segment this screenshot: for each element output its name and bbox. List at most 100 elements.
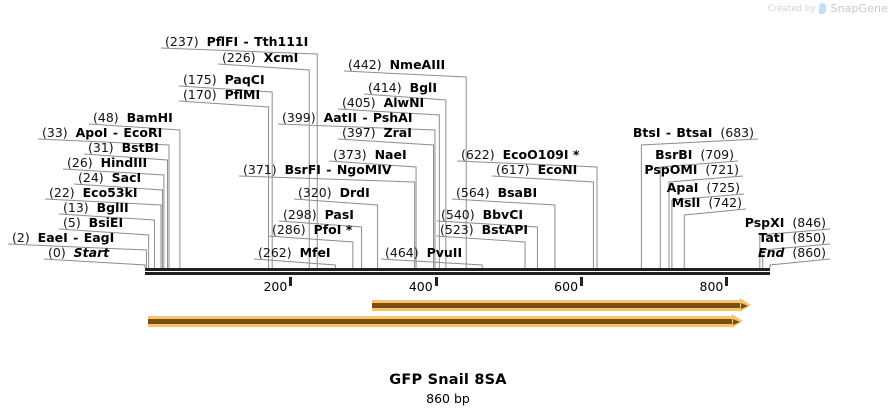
restriction-site-position: (237) <box>165 34 199 49</box>
restriction-site-name: HindIII <box>100 155 148 170</box>
restriction-site-name: ZraI <box>383 125 412 140</box>
restriction-site-label[interactable]: (523) BstAPI <box>440 223 528 236</box>
restriction-site-label[interactable]: (13) BglII <box>63 201 129 214</box>
restriction-site-label[interactable]: (2) EaeI - EagI <box>12 231 114 244</box>
restriction-site-position: (399) <box>282 110 316 125</box>
restriction-site-name: EcoRI <box>123 125 163 140</box>
feature-arrow-lower[interactable] <box>147 314 744 328</box>
ruler-tick <box>434 277 438 286</box>
site-leader-line <box>43 258 146 268</box>
restriction-site-label[interactable]: (373) NaeI <box>333 148 407 161</box>
restriction-site-position: (175) <box>183 72 217 87</box>
restriction-site-position: (617) <box>496 162 530 177</box>
restriction-site-position: (0) <box>48 245 66 260</box>
restriction-site-position: (373) <box>333 147 367 162</box>
restriction-site-label[interactable]: PspXI (846) <box>745 216 826 229</box>
restriction-site-position: (846) <box>792 215 826 230</box>
restriction-site-name: PshAI <box>372 110 413 125</box>
restriction-site-name: PspXI <box>744 215 785 230</box>
restriction-site-label[interactable]: (442) NmeAIII <box>348 58 445 71</box>
snapgene-droplet-icon <box>819 3 827 14</box>
restriction-site-position: (286) <box>272 222 306 237</box>
restriction-site-label[interactable]: (26) HindIII <box>67 156 147 169</box>
restriction-site-position: (405) <box>342 95 376 110</box>
restriction-site-position: (721) <box>705 162 739 177</box>
restriction-site-label[interactable]: (399) AatII - PshAI <box>282 111 412 124</box>
restriction-site-position: (2) <box>12 230 30 245</box>
restriction-site-name: BstBI <box>121 140 159 155</box>
restriction-site-name: Eco53kI <box>82 185 138 200</box>
watermark-brand: SnapGene <box>830 2 888 15</box>
restriction-site-position: (24) <box>78 170 104 185</box>
watermark-created-label: Created by <box>767 3 816 14</box>
restriction-site-position: (442) <box>348 57 382 72</box>
restriction-site-position: (742) <box>708 195 742 210</box>
restriction-site-name: ApaI <box>666 180 699 195</box>
restriction-site-label[interactable]: (170) PflMI <box>183 88 260 101</box>
restriction-site-label[interactable]: (226) XcmI <box>222 51 298 64</box>
site-name-separator: - <box>108 125 123 140</box>
site-name-separator: - <box>68 230 83 245</box>
restriction-site-name: PfoI * <box>313 222 353 237</box>
restriction-site-name: DrdI <box>339 185 370 200</box>
restriction-site-label[interactable]: (286) PfoI * <box>272 223 352 236</box>
restriction-site-label[interactable]: (0) Start <box>48 246 109 259</box>
feature-arrow-upper[interactable] <box>371 298 751 312</box>
restriction-site-name: MfeI <box>299 245 331 260</box>
snapgene-watermark: Created by SnapGene <box>768 2 888 15</box>
restriction-site-label[interactable]: PspOMI (721) <box>644 163 739 176</box>
restriction-site-label[interactable]: (414) BglI <box>368 81 437 94</box>
restriction-site-label[interactable]: BsrBI (709) <box>655 148 734 161</box>
restriction-site-label[interactable]: BtsI - BtsaI (683) <box>633 126 754 139</box>
restriction-site-label[interactable]: ApaI (725) <box>667 181 740 194</box>
restriction-site-position: (320) <box>298 185 332 200</box>
restriction-site-name: SacI <box>111 170 142 185</box>
restriction-site-position: (26) <box>67 155 93 170</box>
restriction-site-label[interactable]: (397) ZraI <box>342 126 412 139</box>
restriction-site-position: (226) <box>222 50 256 65</box>
restriction-site-label[interactable]: (5) BsiEI <box>63 216 123 229</box>
restriction-site-position: (397) <box>342 125 376 140</box>
restriction-site-name: EagI <box>83 230 115 245</box>
restriction-site-position: (464) <box>385 245 419 260</box>
restriction-site-label[interactable]: (622) EcoO109I * <box>461 148 579 161</box>
site-leader-line <box>683 208 747 268</box>
feature-arrow-core <box>147 319 737 324</box>
restriction-site-label[interactable]: End (860) <box>758 246 826 259</box>
restriction-site-label[interactable]: (22) Eco53kI <box>49 186 138 199</box>
restriction-site-name: PflMI <box>224 87 261 102</box>
restriction-site-label[interactable]: (320) DrdI <box>298 186 370 199</box>
restriction-site-name: NaeI <box>374 147 407 162</box>
restriction-site-position: (860) <box>792 245 826 260</box>
restriction-site-label[interactable]: (48) BamHI <box>93 111 173 124</box>
restriction-site-label[interactable]: (24) SacI <box>78 171 141 184</box>
site-name-separator: - <box>661 125 676 140</box>
restriction-site-label[interactable]: (464) PvuII <box>385 246 462 259</box>
restriction-site-label[interactable]: (262) MfeI <box>258 246 331 259</box>
restriction-site-name: XcmI <box>263 50 299 65</box>
restriction-site-position: (523) <box>440 222 474 237</box>
site-name-separator: - <box>321 162 336 177</box>
feature-arrow-core <box>371 303 744 308</box>
feature-arrow-head-core <box>733 318 741 325</box>
ruler-tick-label: 400 <box>408 279 433 294</box>
restriction-site-label[interactable]: (617) EcoNI <box>496 163 577 176</box>
site-leader-line <box>769 258 831 268</box>
restriction-site-label[interactable]: (237) PflFI - Tth111I <box>165 35 308 48</box>
restriction-site-label[interactable]: (540) BbvCI <box>441 208 523 221</box>
restriction-site-label[interactable]: (33) ApoI - EcoRI <box>42 126 162 139</box>
restriction-site-label[interactable]: (564) BsaBI <box>456 186 537 199</box>
restriction-site-label[interactable]: (371) BsrFI - NgoMIV <box>243 163 392 176</box>
restriction-site-label[interactable]: (31) BstBI <box>88 141 159 154</box>
restriction-site-name: EcoO109I * <box>502 147 580 162</box>
feature-arrow-head-core <box>740 302 748 309</box>
restriction-site-label[interactable]: TatI (850) <box>758 231 826 244</box>
restriction-site-position: (298) <box>283 207 317 222</box>
restriction-site-label[interactable]: (405) AlwNI <box>342 96 424 109</box>
restriction-site-label[interactable]: (175) PaqCI <box>183 73 265 86</box>
restriction-site-label[interactable]: (298) PasI <box>283 208 354 221</box>
restriction-site-label[interactable]: MslI (742) <box>672 196 742 209</box>
restriction-site-position: (22) <box>49 185 75 200</box>
restriction-site-position: (48) <box>93 110 119 125</box>
